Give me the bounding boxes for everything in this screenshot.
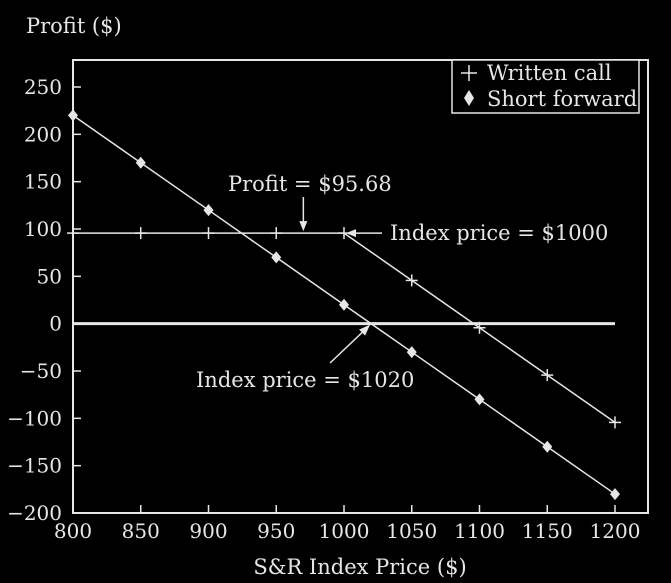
point-written-call bbox=[609, 416, 621, 429]
y-tick-label: −100 bbox=[7, 406, 62, 430]
y-tick-label: 0 bbox=[49, 312, 62, 336]
x-tick-label: 1000 bbox=[319, 519, 370, 543]
legend-label-written-call: Written call bbox=[487, 61, 612, 85]
x-tick-label: 1050 bbox=[386, 519, 437, 543]
point-short-forward bbox=[474, 393, 485, 406]
annotation-profit: Profit = $95.68 bbox=[228, 172, 392, 196]
annotation-index-1020: Index price = $1020 bbox=[196, 368, 414, 392]
point-short-forward bbox=[610, 488, 620, 501]
plot-frame bbox=[72, 59, 649, 514]
legend-diamond-icon bbox=[464, 90, 474, 106]
x-tick-label: 800 bbox=[54, 519, 92, 543]
point-written-call bbox=[67, 227, 79, 240]
y-tick-label: −200 bbox=[7, 501, 62, 525]
point-written-call bbox=[473, 321, 486, 334]
point-short-forward bbox=[203, 204, 214, 217]
point-written-call bbox=[270, 227, 283, 240]
arrow-profit-head bbox=[299, 221, 308, 232]
y-tick-label: 100 bbox=[24, 217, 62, 241]
legend-label-short-forward: Short forward bbox=[487, 87, 637, 111]
y-tick-label: 200 bbox=[24, 122, 62, 146]
point-short-forward bbox=[542, 440, 553, 453]
arrow-index1020-shaft bbox=[329, 329, 366, 364]
annotation-index-1000: Index price = $1000 bbox=[390, 221, 608, 245]
point-short-forward bbox=[406, 346, 417, 359]
point-written-call bbox=[202, 227, 215, 240]
point-written-call bbox=[134, 227, 147, 240]
arrow-index1020-head bbox=[359, 324, 371, 336]
arrow-index1000-head bbox=[346, 229, 356, 238]
x-tick-label: 1200 bbox=[590, 519, 641, 543]
y-tick-label: −150 bbox=[7, 454, 62, 478]
point-short-forward bbox=[271, 251, 282, 264]
legend-box bbox=[451, 59, 640, 114]
y-tick-label: −50 bbox=[20, 359, 62, 383]
point-written-call bbox=[541, 369, 554, 382]
x-axis-title: S&R Index Price ($) bbox=[253, 555, 466, 579]
point-short-forward bbox=[135, 156, 146, 169]
y-tick-label: 250 bbox=[24, 75, 62, 99]
x-tick-label: 900 bbox=[189, 519, 227, 543]
point-written-call bbox=[405, 274, 418, 287]
y-tick-label: 150 bbox=[24, 170, 62, 194]
x-tick-label: 950 bbox=[257, 519, 295, 543]
point-short-forward bbox=[339, 298, 349, 311]
legend: Written call Short forward bbox=[451, 59, 640, 114]
x-tick-label: 1150 bbox=[522, 519, 573, 543]
y-tick-label: 50 bbox=[37, 264, 62, 288]
point-short-forward bbox=[68, 109, 78, 122]
y-axis-title: Profit ($) bbox=[26, 14, 122, 38]
legend-plus-icon bbox=[461, 65, 477, 81]
x-tick-label: 850 bbox=[122, 519, 160, 543]
x-tick-label: 1100 bbox=[454, 519, 505, 543]
